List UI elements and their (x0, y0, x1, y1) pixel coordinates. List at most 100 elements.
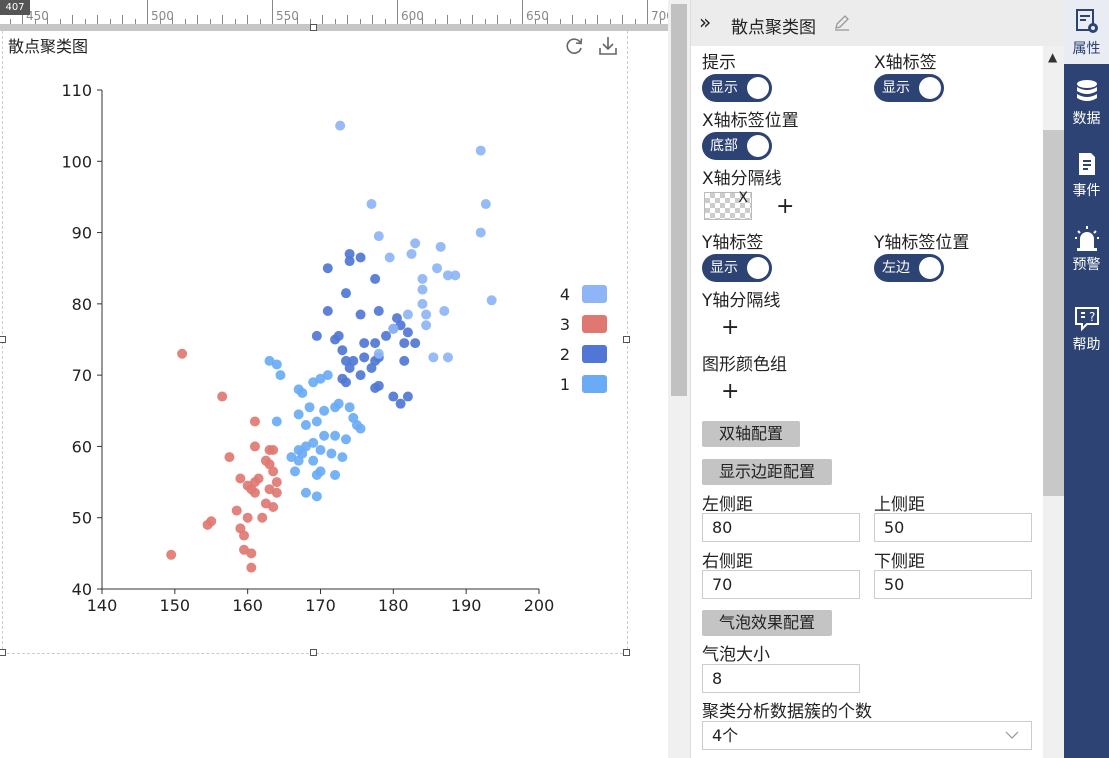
ruler-tick (647, 0, 648, 24)
scatter-point-series-4 (475, 227, 486, 238)
scatter-point-series-4 (335, 120, 346, 131)
scatter-point-series-1 (330, 402, 341, 413)
ruler-tick (34, 19, 36, 24)
y-axis-label-position-toggle[interactable]: 左边 (874, 254, 944, 282)
sidebar-item-label: 预警 (1072, 257, 1101, 273)
dual-axis-config-button[interactable]: 双轴配置 (702, 421, 801, 447)
scatter-point-series-3 (249, 416, 260, 427)
sidebar-item-label: 帮助 (1072, 337, 1101, 353)
ruler-tick (297, 15, 298, 24)
ruler-label: 650 (526, 9, 549, 23)
y-tick-label: 80 (72, 295, 92, 314)
panel-scrollbar-thumb[interactable] (1043, 130, 1065, 496)
scatter-point-series-2 (340, 288, 351, 299)
left-margin-input[interactable]: 80 (702, 513, 860, 542)
ruler-tick (434, 19, 436, 24)
scatter-point-series-4 (373, 231, 384, 242)
scatter-point-series-2 (373, 305, 384, 316)
resize-handle-bottom[interactable] (310, 649, 317, 656)
ruler-tick (372, 15, 373, 24)
y-tick-label: 70 (72, 366, 92, 385)
scatter-point-series-4 (475, 145, 486, 156)
y-tick-label: 50 (72, 509, 92, 528)
chart-title: 散点聚类图 (8, 37, 89, 56)
cluster-count-select[interactable]: 4个 (702, 721, 1032, 750)
swatch-remove-icon[interactable]: X (738, 190, 748, 206)
panel-scrollbar[interactable]: ▲ (1043, 46, 1065, 758)
double-chevron-right-icon[interactable]: » (699, 10, 712, 34)
ruler-tick (497, 15, 498, 24)
resize-handle-left[interactable] (0, 336, 6, 343)
ruler-tick (72, 15, 73, 24)
scatter-point-series-3 (271, 487, 282, 498)
y-tick-label: 90 (72, 224, 92, 243)
cluster-count-value: 4个 (712, 726, 739, 745)
tooltip-toggle[interactable]: 显示 (702, 74, 772, 102)
sidebar-item-event[interactable]: 事件 (1064, 150, 1109, 200)
design-canvas[interactable]: 散点聚类图 140 150 160 170 180 190 200 40 50 60 70 80 90 1… (0, 24, 670, 758)
x-axis-split-line-color-swatch[interactable]: X (704, 190, 752, 220)
ruler-tick (234, 19, 236, 24)
ruler-tick (222, 15, 223, 24)
resize-handle-bottom-left[interactable] (0, 649, 6, 656)
resize-handle-bottom-right[interactable] (623, 649, 630, 656)
y-axis-split-line-add-button[interactable]: + (721, 315, 740, 340)
scatter-point-series-4 (480, 199, 491, 210)
ruler-tick (397, 0, 398, 24)
legend-swatch (582, 285, 607, 303)
canvas-scrollbar[interactable] (668, 0, 690, 758)
scatter-point-series-3 (166, 549, 177, 560)
shape-color-group-add-button[interactable]: + (721, 379, 740, 404)
sidebar-item-data[interactable]: 数据 (1064, 78, 1109, 128)
x-axis-split-line-add-button[interactable]: + (776, 194, 795, 219)
x-tick-label: 140 (87, 596, 118, 615)
scatter-point-series-4 (417, 284, 428, 295)
x-axis-label-position-toggle[interactable]: 底部 (702, 132, 772, 160)
scroll-up-icon[interactable]: ▲ (1048, 50, 1058, 64)
database-icon (1076, 80, 1097, 101)
toggle-knob (919, 257, 941, 279)
ruler-tick (509, 19, 511, 24)
ruler-tick (122, 15, 123, 24)
toggle-knob (747, 77, 769, 99)
resize-handle-right[interactable] (623, 336, 630, 343)
margin-config-button[interactable]: 显示边距配置 (702, 459, 833, 485)
shape-color-group-label: 图形颜色组 (702, 355, 787, 375)
legend-label: 2 (560, 345, 570, 364)
bubble-effect-config-button[interactable]: 气泡效果配置 (702, 610, 833, 636)
ruler-tick (584, 19, 586, 24)
resize-handle-top[interactable] (310, 24, 317, 31)
ruler-tick (559, 19, 561, 24)
bubble-size-input[interactable]: 8 (702, 664, 860, 693)
scatter-point-series-3 (246, 562, 257, 573)
refresh-icon[interactable] (563, 35, 585, 57)
ruler-tick (459, 19, 461, 24)
y-tick-label: 60 (72, 437, 92, 456)
ruler-tick (334, 19, 336, 24)
sidebar-item-label: 属性 (1072, 41, 1101, 57)
download-icon[interactable] (597, 35, 619, 57)
sidebar-item-help[interactable]: ? 帮助 (1064, 304, 1109, 354)
pencil-icon[interactable] (833, 13, 851, 31)
legend-swatch (582, 315, 607, 333)
sidebar-item-alarm[interactable]: 预警 (1064, 224, 1109, 274)
canvas-scrollbar-thumb[interactable] (671, 4, 687, 396)
scatter-point-series-2 (337, 373, 348, 384)
scatter-point-series-3 (268, 444, 279, 455)
right-margin-input[interactable]: 70 (702, 570, 860, 599)
top-margin-input[interactable]: 50 (874, 513, 1032, 542)
ruler-tick (9, 19, 11, 24)
x-axis-label-toggle[interactable]: 显示 (874, 74, 944, 102)
bottom-margin-input[interactable]: 50 (874, 570, 1032, 599)
scatter-point-series-3 (231, 505, 242, 516)
legend-label: 1 (560, 375, 570, 394)
scatter-point-series-2 (388, 391, 399, 402)
sidebar-item-properties[interactable]: 属性 (1064, 0, 1109, 64)
legend-label: 4 (560, 285, 570, 304)
scatter-point-series-1 (311, 416, 322, 427)
scatter-point-series-3 (217, 391, 228, 402)
y-axis-label-toggle[interactable]: 显示 (702, 254, 772, 282)
right-margin-label: 右侧距 (702, 552, 753, 572)
scatter-point-series-2 (359, 352, 370, 363)
scatter-point-series-2 (330, 334, 341, 345)
